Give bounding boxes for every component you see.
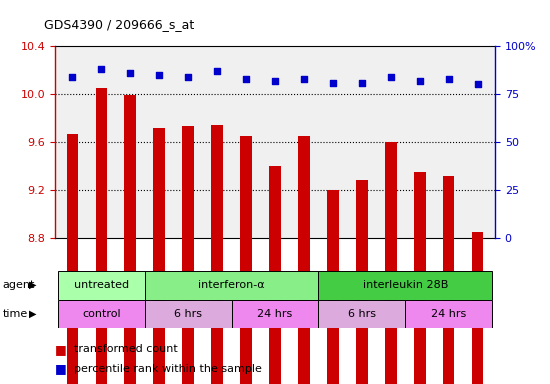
Bar <box>318 300 405 328</box>
Point <box>415 78 424 84</box>
Text: ▶: ▶ <box>29 309 36 319</box>
Point <box>126 70 135 76</box>
Point <box>473 81 482 88</box>
Point <box>300 76 309 82</box>
Bar <box>327 190 339 384</box>
Text: GDS4390 / 209666_s_at: GDS4390 / 209666_s_at <box>44 18 194 31</box>
Bar <box>153 128 165 384</box>
Point <box>68 74 77 80</box>
Text: agent: agent <box>3 280 35 290</box>
Text: 24 hrs: 24 hrs <box>431 309 466 319</box>
Bar <box>318 271 492 300</box>
Bar <box>269 166 281 384</box>
Text: control: control <box>82 309 120 319</box>
Text: 6 hrs: 6 hrs <box>348 309 376 319</box>
Bar <box>356 180 367 384</box>
Text: ■: ■ <box>55 362 67 375</box>
Bar <box>232 300 318 328</box>
Text: 24 hrs: 24 hrs <box>257 309 293 319</box>
Text: 6 hrs: 6 hrs <box>174 309 202 319</box>
Bar <box>472 232 483 384</box>
Point <box>184 74 192 80</box>
Text: percentile rank within the sample: percentile rank within the sample <box>74 364 262 374</box>
Point <box>97 66 106 72</box>
Point <box>328 79 337 86</box>
Bar <box>385 142 397 384</box>
Bar <box>414 172 426 384</box>
Point <box>271 78 279 84</box>
Bar <box>298 136 310 384</box>
Bar <box>443 176 454 384</box>
Point <box>213 68 222 74</box>
Bar <box>58 300 145 328</box>
Text: time: time <box>3 309 28 319</box>
Text: transformed count: transformed count <box>74 344 178 354</box>
Bar <box>67 134 78 384</box>
Point <box>387 74 395 80</box>
Text: untreated: untreated <box>74 280 129 290</box>
Text: ■: ■ <box>55 343 67 356</box>
Bar <box>145 300 232 328</box>
Bar <box>405 300 492 328</box>
Text: ▶: ▶ <box>29 280 36 290</box>
Bar <box>211 125 223 384</box>
Point <box>444 76 453 82</box>
Bar <box>145 271 318 300</box>
Bar <box>183 126 194 384</box>
Text: interferon-α: interferon-α <box>198 280 265 290</box>
Bar <box>58 271 145 300</box>
Point <box>241 76 250 82</box>
Point <box>155 72 163 78</box>
Bar <box>96 88 107 384</box>
Point <box>358 79 366 86</box>
Text: interleukin 28B: interleukin 28B <box>362 280 448 290</box>
Bar <box>124 95 136 384</box>
Bar <box>240 136 252 384</box>
